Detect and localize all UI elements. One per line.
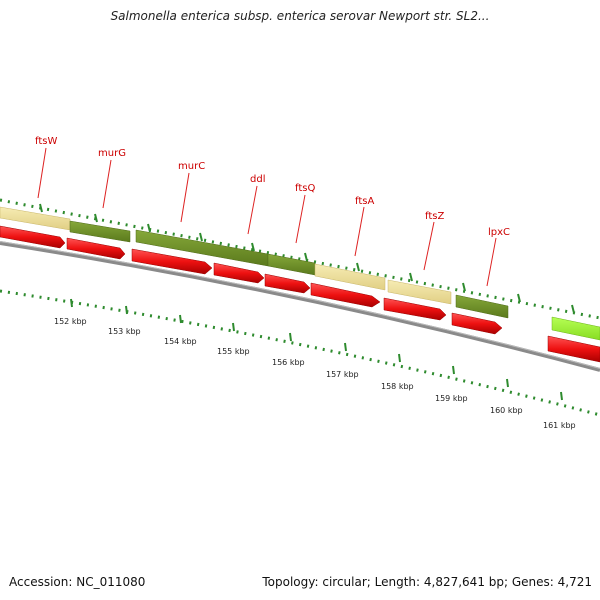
gene-label-murG[interactable]: murG [98, 148, 126, 159]
kbp-labels: 152 kbp 153 kbp 154 kbp 155 kbp 156 kbp … [54, 317, 576, 430]
feature-row [0, 206, 600, 341]
gene-label-lpxC[interactable]: lpxC [488, 227, 510, 238]
feature-ftsW[interactable] [0, 206, 71, 231]
feature-lpxC[interactable] [455, 294, 509, 319]
kbp-label: 160 kbp [490, 406, 523, 415]
kbp-label: 152 kbp [54, 317, 87, 326]
feature-murG[interactable] [69, 220, 131, 243]
feature-ftsA[interactable] [314, 263, 386, 291]
cds-arrow[interactable] [383, 297, 447, 321]
kbp-label: 155 kbp [217, 347, 250, 356]
cds-arrow[interactable] [547, 335, 600, 363]
upper-tick-band [0, 198, 600, 320]
kbp-label: 158 kbp [381, 382, 414, 391]
feature-next[interactable] [551, 316, 600, 341]
gene-label-ftsA[interactable]: ftsA [355, 196, 374, 207]
cds-row [0, 225, 600, 363]
kbp-label: 159 kbp [435, 394, 468, 403]
accession-text: Accession: NC_011080 [9, 575, 146, 589]
cds-arrow[interactable] [264, 273, 311, 294]
gene-label-leaders [37, 147, 497, 287]
genome-backbone [0, 241, 600, 372]
cds-arrow[interactable] [213, 262, 265, 284]
map-title: Salmonella enterica subsp. enterica sero… [110, 9, 490, 23]
feature-ftsZ[interactable] [387, 279, 452, 305]
genome-summary-text: Topology: circular; Length: 4,827,641 bp… [262, 575, 592, 589]
lower-tick-band [0, 289, 600, 417]
gene-label-ftsZ[interactable]: ftsZ [425, 211, 444, 222]
cds-arrow[interactable] [310, 282, 381, 308]
cds-arrow[interactable] [0, 225, 66, 249]
gene-labels: ftsW murG murC ddl ftsQ ftsA ftsZ lpxC [35, 136, 510, 238]
gene-label-ftsW[interactable]: ftsW [35, 136, 57, 147]
cds-arrow[interactable] [66, 237, 126, 260]
gene-label-ddl[interactable]: ddl [250, 174, 265, 185]
gene-label-ftsQ[interactable]: ftsQ [295, 183, 315, 194]
kbp-label: 154 kbp [164, 337, 197, 346]
kbp-label: 157 kbp [326, 370, 359, 379]
cds-arrow[interactable] [131, 248, 213, 275]
kbp-label: 153 kbp [108, 327, 141, 336]
gene-label-murC[interactable]: murC [178, 161, 205, 172]
kbp-label: 156 kbp [272, 358, 305, 367]
kbp-label: 161 kbp [543, 421, 576, 430]
cds-arrow[interactable] [451, 312, 503, 335]
